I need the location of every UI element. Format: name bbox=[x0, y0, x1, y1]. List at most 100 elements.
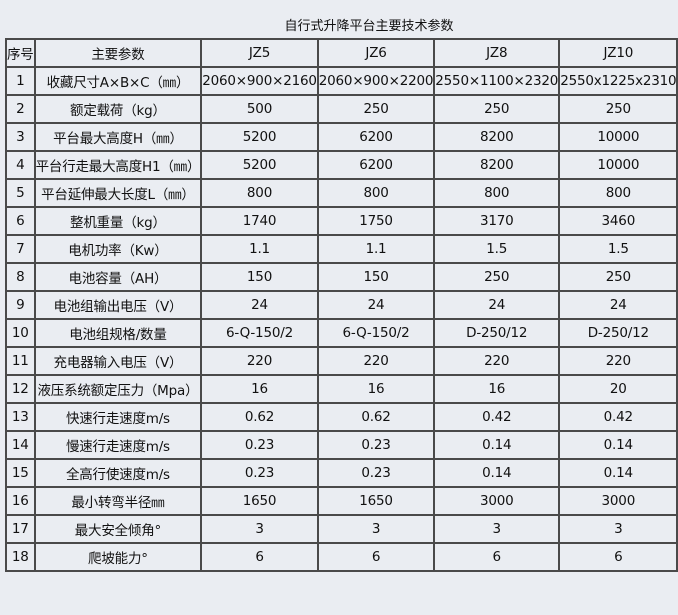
spec-table: 序号 主要参数 JZ5 JZ6 JZ8 JZ10 1 收藏尺寸A×B×C（㎜） 2060×900… bbox=[5, 38, 678, 572]
cell-jz5: 0.62 bbox=[200, 402, 319, 432]
cell-jz6: 6200 bbox=[316, 150, 436, 180]
cell-parameter: 平台行走最大高度H1（㎜） bbox=[33, 150, 203, 180]
cell-parameter: 电机功率（Kw） bbox=[33, 234, 203, 264]
cell-jz10: 10000 bbox=[558, 122, 678, 152]
cell-index: 17 bbox=[5, 514, 36, 544]
cell-jz10: 3000 bbox=[558, 486, 678, 516]
cell-parameter: 额定载荷（kg） bbox=[33, 94, 203, 124]
cell-jz10: 10000 bbox=[558, 150, 678, 180]
header-jz10: JZ10 bbox=[558, 38, 678, 68]
cell-jz6: 3 bbox=[316, 514, 436, 544]
cell-jz8: 220 bbox=[433, 346, 561, 376]
table-row: 2 额定载荷（kg） 500 250 250 250 bbox=[5, 94, 678, 124]
cell-jz8: 800 bbox=[433, 178, 561, 208]
cell-jz5: 1740 bbox=[200, 206, 319, 236]
cell-jz8: 1.5 bbox=[433, 234, 561, 264]
cell-parameter: 全高行使速度m/s bbox=[33, 458, 203, 488]
cell-parameter: 最小转弯半径㎜ bbox=[33, 486, 203, 516]
cell-jz6: 150 bbox=[316, 262, 436, 292]
cell-jz6: 6-Q-150/2 bbox=[316, 318, 436, 348]
cell-index: 9 bbox=[5, 290, 36, 320]
cell-index: 1 bbox=[5, 66, 36, 96]
cell-jz10: D-250/12 bbox=[558, 318, 678, 348]
table-row: 17 最大安全倾角° 3 3 3 3 bbox=[5, 514, 678, 544]
cell-index: 11 bbox=[5, 346, 36, 376]
cell-jz8: 3000 bbox=[433, 486, 561, 516]
cell-jz8: 24 bbox=[433, 290, 561, 320]
cell-jz6: 6200 bbox=[316, 122, 436, 152]
cell-index: 5 bbox=[5, 178, 36, 208]
cell-jz6: 2060×900×2200 bbox=[316, 66, 436, 96]
cell-jz8: 3 bbox=[433, 514, 561, 544]
cell-jz8: 16 bbox=[433, 374, 561, 404]
cell-index: 16 bbox=[5, 486, 36, 516]
cell-jz8: 6 bbox=[433, 542, 561, 572]
table-row: 14 慢速行走速度m/s 0.23 0.23 0.14 0.14 bbox=[5, 430, 678, 460]
cell-parameter: 平台延伸最大长度L（㎜） bbox=[33, 178, 203, 208]
cell-jz5: 800 bbox=[200, 178, 319, 208]
table-row: 15 全高行使速度m/s 0.23 0.23 0.14 0.14 bbox=[5, 458, 678, 488]
cell-jz6: 6 bbox=[316, 542, 436, 572]
table-row: 9 电池组输出电压（V） 24 24 24 24 bbox=[5, 290, 678, 320]
header-jz6: JZ6 bbox=[316, 38, 436, 68]
cell-parameter: 爬坡能力° bbox=[33, 542, 203, 572]
cell-jz5: 220 bbox=[200, 346, 319, 376]
cell-index: 8 bbox=[5, 262, 36, 292]
cell-index: 2 bbox=[5, 94, 36, 124]
table-row: 7 电机功率（Kw） 1.1 1.1 1.5 1.5 bbox=[5, 234, 678, 264]
cell-jz10: 3 bbox=[558, 514, 678, 544]
cell-index: 4 bbox=[5, 150, 36, 180]
cell-jz8: 250 bbox=[433, 94, 561, 124]
table-row: 6 整机重量（kg） 1740 1750 3170 3460 bbox=[5, 206, 678, 236]
cell-jz6: 800 bbox=[316, 178, 436, 208]
cell-index: 10 bbox=[5, 318, 36, 348]
cell-parameter: 电池容量（AH） bbox=[33, 262, 203, 292]
table-row: 12 液压系统额定压力（Mpa） 16 16 16 20 bbox=[5, 374, 678, 404]
cell-jz8: 0.42 bbox=[433, 402, 561, 432]
table-row: 16 最小转弯半径㎜ 1650 1650 3000 3000 bbox=[5, 486, 678, 516]
cell-parameter: 电池组输出电压（V） bbox=[33, 290, 203, 320]
header-index: 序号 bbox=[5, 38, 36, 68]
cell-jz6: 0.23 bbox=[316, 458, 436, 488]
cell-jz5: 3 bbox=[200, 514, 319, 544]
cell-jz10: 250 bbox=[558, 94, 678, 124]
cell-jz6: 1650 bbox=[316, 486, 436, 516]
cell-parameter: 平台最大高度H（㎜） bbox=[33, 122, 203, 152]
cell-jz10: 220 bbox=[558, 346, 678, 376]
header-jz5: JZ5 bbox=[200, 38, 319, 68]
header-jz8: JZ8 bbox=[433, 38, 561, 68]
cell-jz6: 250 bbox=[316, 94, 436, 124]
cell-jz8: 8200 bbox=[433, 150, 561, 180]
cell-jz5: 500 bbox=[200, 94, 319, 124]
table-row: 10 电池组规格/数量 6-Q-150/2 6-Q-150/2 D-250/12 D-25… bbox=[5, 318, 678, 348]
table-row: 13 快速行走速度m/s 0.62 0.62 0.42 0.42 bbox=[5, 402, 678, 432]
cell-jz8: 250 bbox=[433, 262, 561, 292]
table-row: 18 爬坡能力° 6 6 6 6 bbox=[5, 542, 678, 572]
cell-parameter: 收藏尺寸A×B×C（㎜） bbox=[33, 66, 203, 96]
header-parameter: 主要参数 bbox=[33, 38, 203, 68]
cell-parameter: 充电器输入电压（V） bbox=[33, 346, 203, 376]
cell-jz10: 24 bbox=[558, 290, 678, 320]
cell-jz5: 150 bbox=[200, 262, 319, 292]
cell-jz8: 8200 bbox=[433, 122, 561, 152]
cell-jz5: 5200 bbox=[200, 150, 319, 180]
table-row: 8 电池容量（AH） 150 150 250 250 bbox=[5, 262, 678, 292]
cell-jz10: 1.5 bbox=[558, 234, 678, 264]
cell-jz5: 1650 bbox=[200, 486, 319, 516]
cell-jz10: 0.14 bbox=[558, 430, 678, 460]
cell-jz10: 6 bbox=[558, 542, 678, 572]
table-row: 1 收藏尺寸A×B×C（㎜） 2060×900×2160 2060×900×2200 2… bbox=[5, 66, 678, 96]
table-row: 5 平台延伸最大长度L（㎜） 800 800 800 800 bbox=[5, 178, 678, 208]
cell-index: 3 bbox=[5, 122, 36, 152]
cell-jz8: 0.14 bbox=[433, 458, 561, 488]
cell-jz5: 6-Q-150/2 bbox=[200, 318, 319, 348]
cell-index: 7 bbox=[5, 234, 36, 264]
cell-jz8: 3170 bbox=[433, 206, 561, 236]
cell-parameter: 慢速行走速度m/s bbox=[33, 430, 203, 460]
cell-index: 6 bbox=[5, 206, 36, 236]
cell-jz10: 20 bbox=[558, 374, 678, 404]
cell-parameter: 整机重量（kg） bbox=[33, 206, 203, 236]
table-row: 4 平台行走最大高度H1（㎜） 5200 6200 8200 10000 bbox=[5, 150, 678, 180]
cell-jz6: 220 bbox=[316, 346, 436, 376]
cell-parameter: 电池组规格/数量 bbox=[33, 318, 203, 348]
